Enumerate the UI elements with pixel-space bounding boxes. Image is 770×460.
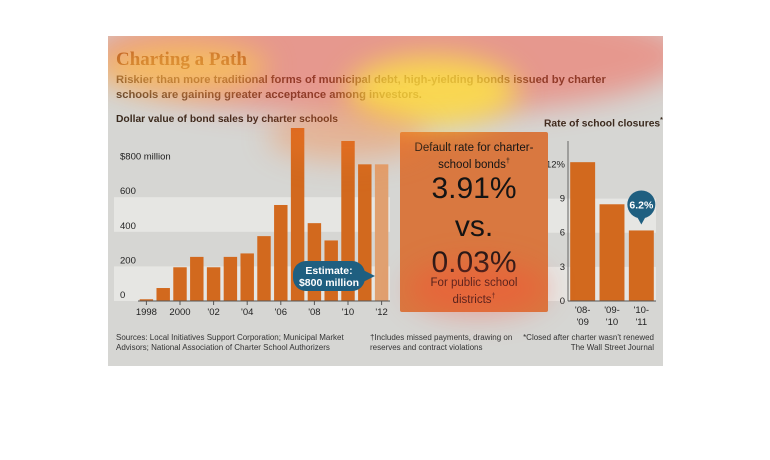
vs-label: vs. [454,210,494,243]
dagger-note: †Includes missed payments, drawing on re… [370,333,513,352]
left-bar-chart: 0 200 400 600 $800 million 1998 2000 '02 '04 '06 '… [114,128,390,318]
public-default-value: 0.03% [431,246,517,279]
asterisk-note: *Closed after charter wasn't renewed [523,333,654,342]
estimate-callout-line1: Estimate: [305,265,352,277]
right-chart-title-mark: * [660,117,663,124]
bond-sales-bar [290,128,305,301]
y-tick-label: $800 million [120,152,171,163]
bond-sales-bar [341,140,355,301]
closure-rate-bar [599,204,625,301]
y-tick-label: 200 [120,255,136,266]
default-rate-heading-text: Default rate for charter-school bonds [414,142,534,171]
bond-sales-bar [240,253,254,301]
bond-sales-bar [190,256,204,301]
public-school-label: For public school districts† [424,277,524,307]
x-tick-label: '04 [241,307,253,318]
estimate-callout-pointer [363,270,375,282]
y-tick-label: 0 [120,290,125,301]
x-tick-label: '11 [635,317,647,328]
x-tick-label: '08 [308,307,320,318]
bond-sales-bar [223,256,238,301]
default-rate-heading: Default rate for charter-school bonds† [400,142,548,172]
y-tick-label: 6 [560,228,565,239]
x-tick-label: 1998 [136,307,157,318]
bond-sales-bar [257,236,271,301]
closure-rate-bar [570,162,596,301]
right-chart-title: Rate of school closures* [544,117,663,129]
x-tick-label: '06 [275,307,287,318]
charter-default-value: 3.91% [431,172,517,205]
x-tick-label: '10 [342,307,354,318]
bond-sales-bar [274,204,288,301]
x-tick-label: '10 [606,317,618,328]
bond-sales-bar [173,267,187,301]
public-school-label-mark: † [491,293,496,300]
y-tick-label: 400 [120,221,136,232]
bond-sales-bar [206,267,221,301]
x-tick-label: '09 [576,317,588,328]
x-tick-label: '08- [575,305,591,316]
y-tick-label: 0 [560,296,565,307]
x-tick-label: '02 [207,307,219,318]
right-bar-chart: 0 3 6 9 12% '08-'09 '09-'10 '10-'11 6.2% [542,141,656,328]
y-tick-label: 600 [120,186,136,197]
x-tick-label: '09- [604,305,620,316]
x-tick-label: 2000 [169,307,190,318]
credit-note: The Wall Street Journal [570,343,654,352]
x-tick-label: '10- [634,305,650,316]
bond-sales-bar [139,299,154,301]
left-chart-title: Dollar value of bond sales by charter sc… [116,114,339,125]
bond-sales-bar [156,288,170,301]
closure-callout-label: 6.2% [629,199,654,211]
closure-rate-bar [628,230,654,301]
default-rate-panel: Default rate for charter-school bonds† 3… [400,132,548,312]
y-tick-label: 9 [560,194,565,205]
bond-sales-bar [374,164,389,301]
right-chart-title-text: Rate of school closures [544,118,661,130]
public-school-label-text: For public school districts [430,277,518,306]
y-tick-label: 3 [560,262,565,273]
estimate-callout-bubble [293,261,365,291]
closure-callout-pointer [636,215,647,225]
closure-callout-bubble [627,190,656,219]
sources-note: Sources: Local Initiatives Support Corpo… [116,333,344,352]
infographic-card: Charting a Path Riskier than more tradit… [108,36,663,366]
y-tick-label: 12% [546,159,566,170]
estimate-callout-line2: $800 million [299,277,359,289]
x-tick-label: '12 [375,307,387,318]
default-rate-heading-mark: † [505,158,510,165]
